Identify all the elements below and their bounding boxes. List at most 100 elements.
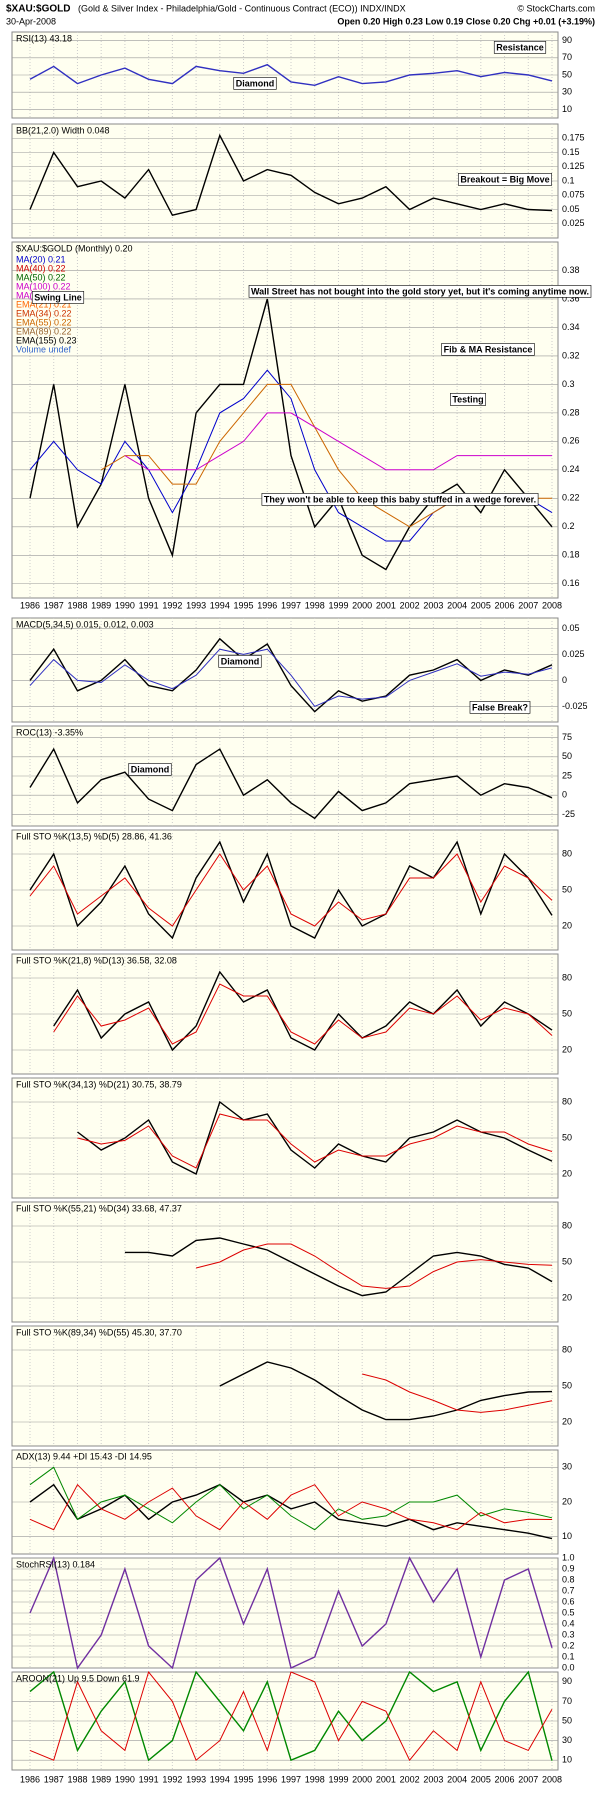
y-tick-label: 0.38	[562, 265, 580, 275]
y-tick-label: 0.025	[562, 218, 585, 228]
y-tick-label: 30	[562, 87, 572, 97]
x-tick-label: 1986	[20, 1774, 40, 1784]
y-tick-label: 10	[562, 104, 572, 114]
x-tick-label: 2001	[376, 600, 396, 610]
y-tick-label: 0.175	[562, 133, 585, 143]
series-line	[124, 412, 552, 471]
series-line	[29, 1670, 553, 1762]
y-tick-label: 50	[562, 884, 572, 894]
x-tick-label: 2007	[518, 600, 538, 610]
y-tick-label: 50	[562, 1380, 572, 1390]
credit: © StockCharts.com	[517, 3, 595, 13]
legend-entry: EMA(34) 0.22	[16, 308, 72, 318]
y-tick-label: -0.025	[562, 701, 588, 711]
series-line	[77, 1113, 553, 1169]
panel	[11, 617, 559, 723]
legend-entry: MA(100) 0.22	[16, 281, 71, 291]
y-tick-label: 50	[562, 1132, 572, 1142]
legend-entry: EMA(155) 0.23	[16, 335, 77, 345]
x-tick-label: 2008	[542, 600, 562, 610]
series-line	[29, 133, 553, 217]
x-tick-label: 2006	[495, 600, 515, 610]
y-tick-label: 50	[562, 1715, 572, 1725]
x-tick-label: 1986	[20, 600, 40, 610]
x-tick-label: 1988	[67, 600, 87, 610]
x-tick-label: 2002	[400, 600, 420, 610]
y-tick-label: -25	[562, 809, 575, 819]
y-tick-label: 0	[562, 790, 567, 800]
annotation-box	[261, 493, 539, 506]
annotation-box	[233, 77, 277, 90]
x-tick-label: 1989	[91, 600, 111, 610]
x-tick-label: 1988	[67, 1774, 87, 1784]
annotation-box	[458, 173, 552, 186]
panel-title: Full STO %K(13,5) %D(5) 28.86, 41.36	[16, 831, 172, 841]
x-tick-label: 2005	[471, 1774, 491, 1784]
x-tick-label: 1995	[234, 600, 254, 610]
y-tick-label: 0.0	[562, 1662, 575, 1672]
y-tick-label: 70	[562, 1696, 572, 1706]
annotation-box	[31, 291, 85, 304]
x-tick-label: 2004	[447, 1774, 467, 1784]
series-line	[195, 1243, 553, 1289]
annotation-box	[450, 393, 486, 406]
legend-entry: MA(40) 0.22	[16, 263, 66, 273]
x-tick-label: 1995	[234, 1774, 254, 1784]
annotation-box	[128, 763, 172, 776]
y-tick-label: 20	[562, 1292, 572, 1302]
x-tick-label: 1994	[210, 600, 230, 610]
annotation: Fib & MA Resistance	[444, 344, 533, 354]
y-tick-label: 80	[562, 848, 572, 858]
y-tick-label: 0.22	[562, 493, 580, 503]
series-line	[362, 1373, 553, 1413]
x-tick-label: 2006	[495, 1774, 515, 1784]
x-tick-label: 2001	[376, 1774, 396, 1784]
x-tick-label: 2003	[423, 600, 443, 610]
panel-title: Full STO %K(34,13) %D(21) 30.75, 38.79	[16, 1079, 182, 1089]
x-tick-label: 1993	[186, 600, 206, 610]
legend-entry: EMA(21) 0.21	[16, 299, 72, 309]
annotation: Testing	[452, 394, 483, 404]
panel-title: BB(21,2.0) Width 0.048	[16, 125, 110, 135]
y-tick-label: 0.1	[562, 1651, 575, 1661]
x-tick-label: 1991	[139, 1774, 159, 1784]
series-line	[29, 1670, 553, 1762]
y-tick-label: 0.4	[562, 1618, 575, 1628]
y-tick-label: 0.34	[562, 322, 580, 332]
x-tick-label: 1991	[139, 600, 159, 610]
y-tick-label: 0.075	[562, 190, 585, 200]
x-tick-label: 1989	[91, 1774, 111, 1784]
y-tick-label: 80	[562, 972, 572, 982]
y-tick-label: 0.24	[562, 464, 580, 474]
y-tick-label: 0.05	[562, 623, 580, 633]
y-tick-label: 10	[562, 1531, 572, 1541]
y-tick-label: 0.05	[562, 204, 580, 214]
x-tick-label: 1997	[281, 1774, 301, 1784]
x-tick-label: 1999	[328, 600, 348, 610]
x-tick-label: 2008	[542, 1774, 562, 1784]
x-tick-label: 1996	[257, 1774, 277, 1784]
y-tick-label: 0.125	[562, 161, 585, 171]
y-tick-label: 80	[562, 1344, 572, 1354]
annotation-box	[441, 343, 535, 356]
x-tick-label: 2004	[447, 600, 467, 610]
x-tick-label: 1990	[115, 1774, 135, 1784]
y-tick-label: 80	[562, 1220, 572, 1230]
x-tick-label: 2002	[400, 1774, 420, 1784]
y-tick-label: 20	[562, 1044, 572, 1054]
series-line	[29, 853, 553, 927]
annotation-box	[218, 655, 262, 668]
y-tick-label: 20	[562, 1416, 572, 1426]
series-line	[53, 983, 553, 1045]
x-tick-label: 1992	[162, 1774, 182, 1784]
y-tick-label: 0.025	[562, 649, 585, 659]
x-tick-label: 2000	[352, 600, 372, 610]
x-tick-label: 1998	[305, 1774, 325, 1784]
x-tick-label: 1994	[210, 1774, 230, 1784]
y-tick-label: 70	[562, 52, 572, 62]
y-tick-label: 0.2	[562, 521, 575, 531]
annotation: Breakout = Big Move	[460, 174, 549, 184]
x-tick-label: 2000	[352, 1774, 372, 1784]
series-line	[77, 1100, 553, 1175]
